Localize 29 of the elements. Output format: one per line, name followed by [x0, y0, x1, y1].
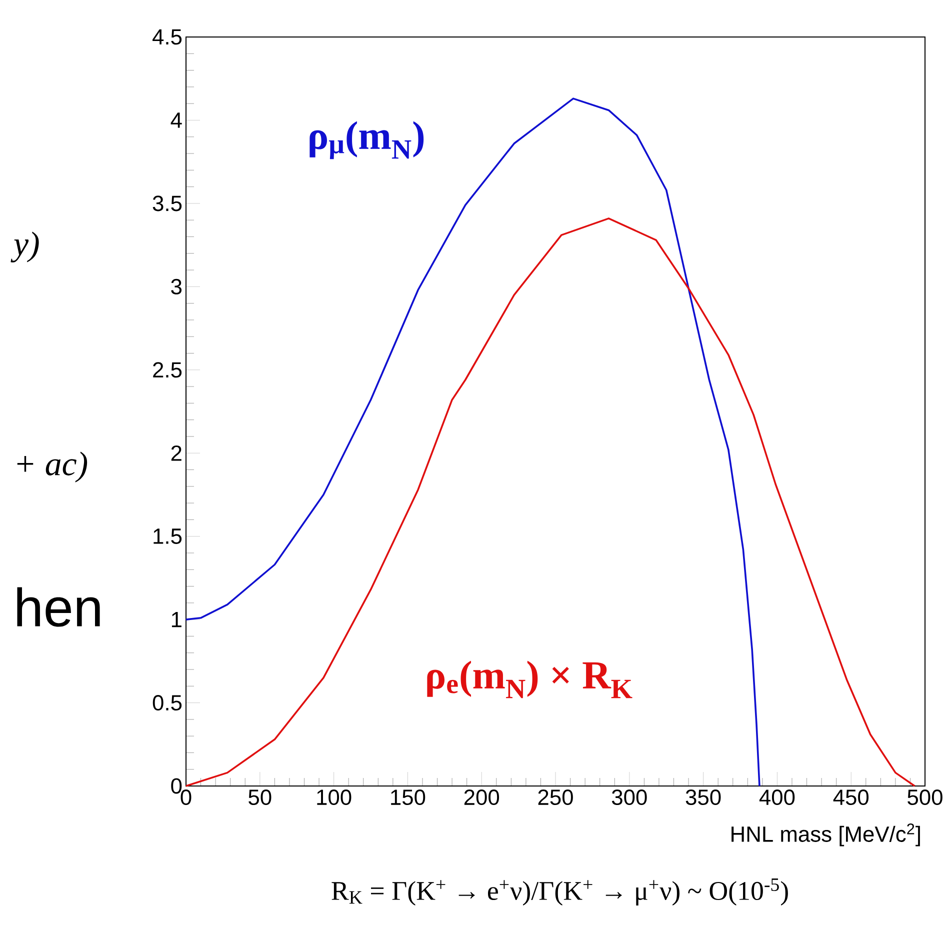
- y-tick-label: 2: [171, 445, 182, 461]
- y-tick-label: 0.5: [152, 695, 182, 711]
- y-tick-label: 4.5: [152, 29, 182, 45]
- y-tick-label: 0: [171, 778, 182, 794]
- x-tick-label: 150: [391, 790, 426, 806]
- x-tick-label: 50: [248, 790, 272, 806]
- text: y): [10, 232, 39, 262]
- x-tick-label: 450: [833, 790, 869, 806]
- series-label: ρ$_{μ}$(m$_{N}$): [310, 121, 424, 160]
- line-series: [185, 98, 760, 787]
- x-tick-label: 400: [759, 790, 795, 806]
- line-series: [185, 218, 916, 787]
- text: + ac): [17, 452, 88, 482]
- x-tick-label: 100: [317, 790, 352, 806]
- x-tick-label: 300: [612, 790, 647, 806]
- x-tick-label: 250: [538, 790, 573, 806]
- text: R$_{K}$ = Γ(K$^{+}$ → e$^{+}$ν)/Γ(K$^{+}$ → μ$^{+}$ν) ~ O(10$^{-5}$): [332, 878, 788, 906]
- y-tick-label: 3: [171, 278, 182, 294]
- x-tick-label: 500: [908, 790, 942, 806]
- y-tick-label: 2.5: [153, 362, 182, 378]
- y-tick-label: 3.5: [152, 196, 182, 212]
- x-tick-label: 200: [464, 790, 500, 806]
- y-tick-label: 4: [170, 112, 182, 128]
- text: ρ$_{e}$(m$_{N}$) × R$_{K}$: [427, 660, 632, 698]
- x-axis-title: HNL mass [MeV/c$^{2}$]: [732, 824, 920, 846]
- y-tick-label: 1.5: [154, 528, 182, 544]
- x-tick-label: 350: [686, 790, 721, 806]
- text: hen: [17, 587, 100, 627]
- y-tick-label: 1: [172, 612, 182, 628]
